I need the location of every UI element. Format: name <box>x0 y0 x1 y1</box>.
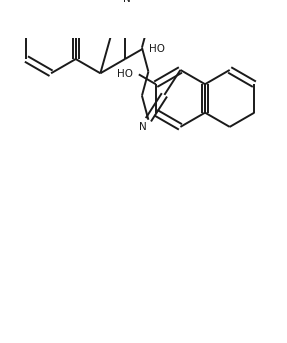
Text: N: N <box>139 122 147 132</box>
Text: N: N <box>123 0 131 4</box>
Text: HO: HO <box>149 44 165 54</box>
Text: HO: HO <box>117 69 133 80</box>
